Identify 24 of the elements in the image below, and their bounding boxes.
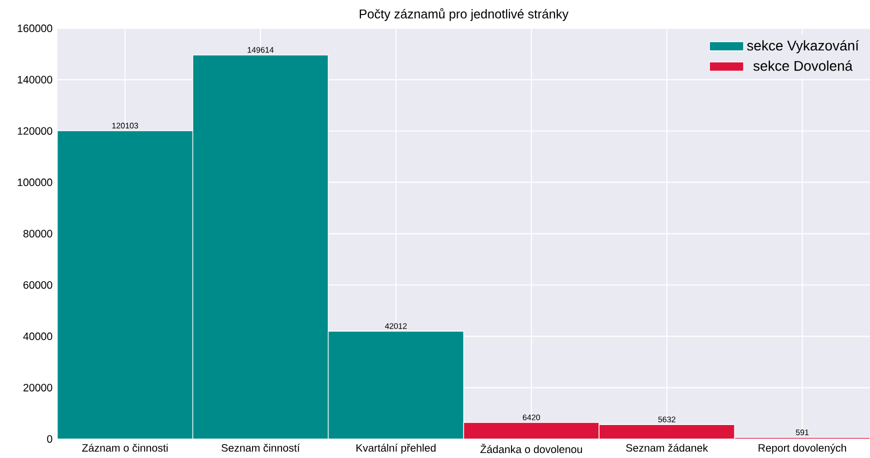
data-label: 149614 <box>248 47 274 53</box>
y-tick-label: 140000 <box>18 76 52 84</box>
y-tick-label: 80000 <box>23 230 52 238</box>
x-tick-label: Žádanka o dovolenou <box>480 444 582 454</box>
x-tick-label: Seznam žádanek <box>626 444 708 452</box>
y-tick-label: 100000 <box>18 178 52 186</box>
data-label: 42012 <box>385 323 407 329</box>
data-label: 6420 <box>522 414 540 420</box>
legend-label: sekce Vykazování <box>747 40 859 54</box>
y-tick-label: 60000 <box>24 281 52 289</box>
y-tick-label: 0 <box>47 435 52 443</box>
data-label: 5632 <box>658 416 676 422</box>
x-tick-label: Záznam o činnosti <box>82 444 168 452</box>
x-tick-label: Kvartální přehled <box>356 444 436 454</box>
y-tick-label: 40000 <box>23 332 52 340</box>
y-tick-label: 120000 <box>18 127 52 135</box>
y-tick-label: 20000 <box>24 384 52 392</box>
x-tick-label: Seznam činností <box>222 444 300 452</box>
y-tick-label: 160000 <box>18 24 52 32</box>
data-label: 591 <box>796 430 809 436</box>
legend-label: sekce Dovolená <box>753 60 853 71</box>
chart-title: Počty záznamů pro jednotlivé stránky <box>360 8 569 21</box>
x-tick-label: Report dovolených <box>758 444 846 454</box>
data-label: 120103 <box>112 122 138 128</box>
